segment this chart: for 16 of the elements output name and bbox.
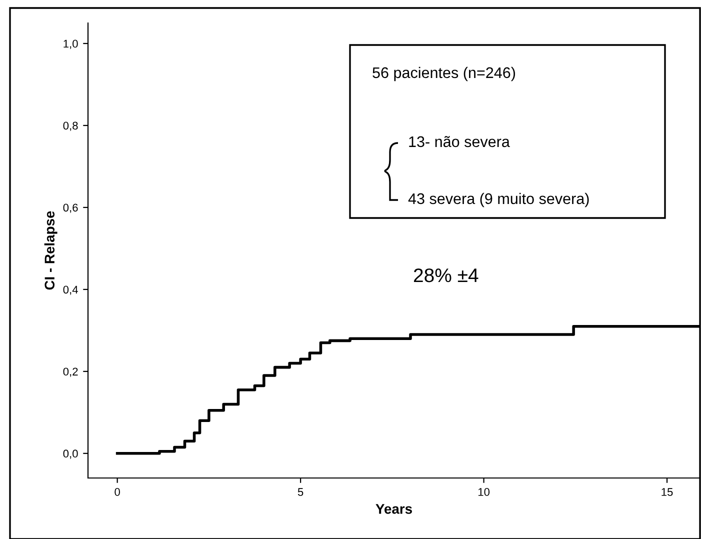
annotation: 28% ±4 [414,268,478,282]
y-axis-title: CI - Relapse [44,211,58,290]
y-tick-label: 0,0 [63,450,78,459]
x-tick-label: 15 [662,488,673,496]
x-axis-title: Years [376,504,412,514]
y-tick-label: 0,6 [63,204,78,213]
x-tick-label: 0 [114,488,120,496]
annotation: 13- não severa [409,136,510,148]
y-tick-label: 0,8 [63,122,78,131]
y-tick-label: 1,0 [64,40,78,49]
annotation: 43 severa (9 muito severa) [408,192,589,208]
annotation: 56 pacientes (n=246) [372,66,516,82]
x-tick-label: 5 [298,488,304,496]
x-tick-label: 10 [478,488,490,496]
y-tick-label: 0,4 [63,286,78,295]
y-tick-label: 0,2 [63,368,78,377]
